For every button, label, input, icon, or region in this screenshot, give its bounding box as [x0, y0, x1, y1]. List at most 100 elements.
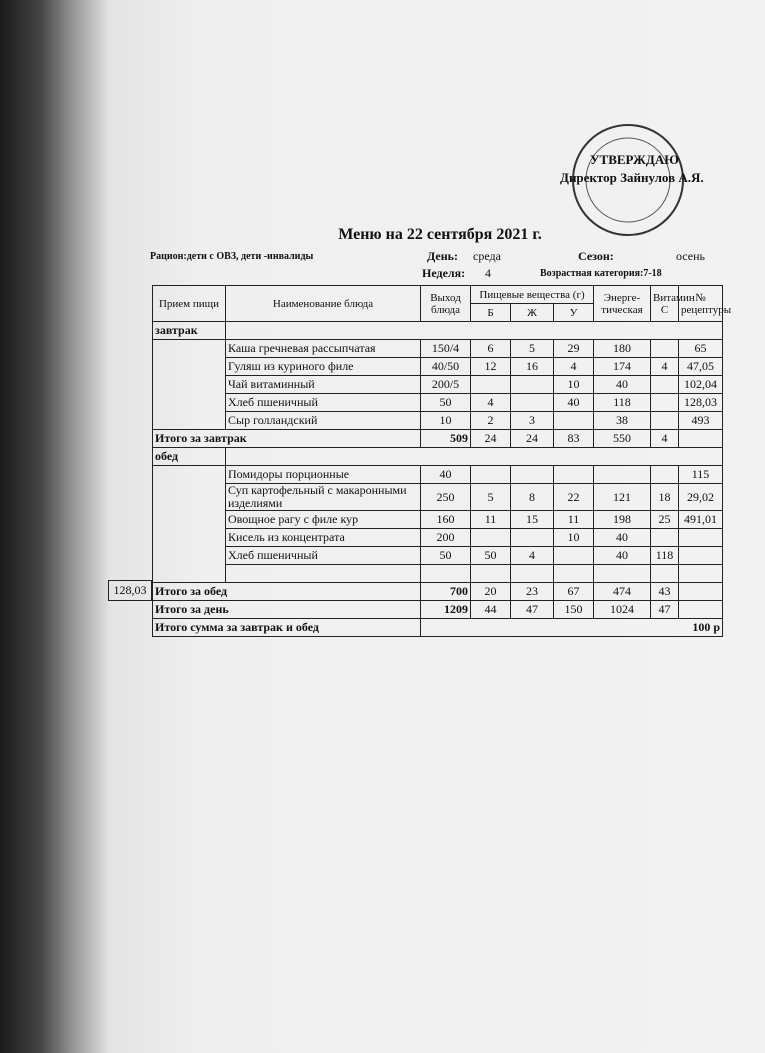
cell: Итого за обед [152, 582, 421, 601]
sum-row: Итого сумма за завтрак и обед 100 р [152, 618, 723, 637]
cell: 8 [510, 483, 554, 511]
dish-row: Гуляш из куриного филе 40/50 12 16 4 174 4 47,0… [153, 357, 723, 376]
empty-cell [678, 582, 723, 601]
cell: 11 [553, 510, 594, 529]
cell: 174 [593, 357, 651, 376]
empty-cell [225, 447, 723, 466]
empty-cell [420, 564, 471, 583]
cell: 40 [593, 375, 651, 394]
dish-row: Овощное рагу с филе кур 160 11 15 11 198 25 491… [153, 510, 723, 529]
cell: 29 [553, 339, 594, 358]
dish-row: Кисель из концентрата 200 10 40 [153, 528, 723, 547]
approval: УТВЕРЖДАЮ [590, 152, 679, 167]
cell: Пищевые вещества (г) [470, 285, 594, 304]
cell: 10 [553, 375, 594, 394]
cell: 160 [420, 510, 471, 529]
cell: Гуляш из куриного филе [225, 357, 421, 376]
empty-cell [510, 393, 554, 412]
empty-cell [553, 546, 594, 565]
cell: 118 [593, 393, 651, 412]
empty-cell [553, 564, 594, 583]
cell: Б [470, 303, 511, 322]
cell: 10 [553, 528, 594, 547]
cell: 198 [593, 510, 651, 529]
cell: 150 [553, 600, 594, 619]
cell: 102,04 [678, 375, 723, 394]
cell: 128,03 [678, 393, 723, 412]
cell: 22 [553, 483, 594, 511]
empty-cell [650, 393, 679, 412]
cell: 40 [593, 528, 651, 547]
cell: 2 [470, 411, 511, 430]
cell: 4 [510, 546, 554, 565]
section-row: завтрак [152, 321, 723, 340]
dish-row: Чай витаминный 200/5 10 40 102,04 [153, 375, 723, 394]
dish-row: Сыр голландский 10 2 3 38 493 [153, 411, 723, 430]
cell: 4 [650, 357, 679, 376]
empty-cell [650, 411, 679, 430]
cell: 4 [470, 393, 511, 412]
cell: 43 [650, 582, 679, 601]
cell: 24 [470, 429, 511, 448]
empty-cell [678, 600, 723, 619]
season: осень [676, 249, 705, 263]
cell: 44 [470, 600, 511, 619]
empty-cell [470, 465, 511, 484]
empty-cell [470, 528, 511, 547]
cell: Хлеб пшеничный [225, 546, 421, 565]
cell: 100 р [420, 618, 723, 637]
cell: 12 [470, 357, 511, 376]
dish-row: Хлеб пшеничный 50 50 4 40 118 [153, 546, 723, 565]
day: среда [473, 249, 501, 263]
cell: Итого сумма за завтрак и обед [152, 618, 421, 637]
age: Возрастная категория:7-18 [540, 268, 662, 279]
empty-cell [510, 375, 554, 394]
cell: 1024 [593, 600, 651, 619]
side-note: 128,03 [108, 580, 152, 601]
empty-cell [152, 339, 226, 430]
empty-cell [650, 339, 679, 358]
cell: 40/50 [420, 357, 471, 376]
empty-cell [510, 528, 554, 547]
cell: Энерге-тическая [593, 285, 651, 322]
cell: Ж [510, 303, 554, 322]
dish-row: Каша гречневая рассыпчатая 150/4 6 5 29 180 65 [152, 339, 723, 430]
empty-cell [650, 465, 679, 484]
cell: 15 [510, 510, 554, 529]
dish-row: Хлеб пшеничный 50 4 40 118 128,03 [153, 393, 723, 412]
empty-cell [650, 528, 679, 547]
cell: Выход блюда [420, 285, 471, 322]
total-row: Итого за обед 700 20 23 67 474 43 [152, 582, 723, 601]
empty-cell [470, 564, 511, 583]
cell: 10 [420, 411, 471, 430]
day-total-row: Итого за день 1209 44 47 150 1024 47 [152, 600, 723, 619]
cell: 700 [420, 582, 471, 601]
empty-cell [650, 564, 679, 583]
cell: 121 [593, 483, 651, 511]
cell: 38 [593, 411, 651, 430]
empty-cell [678, 528, 723, 547]
cell: завтрак [152, 321, 226, 340]
cell: 150/4 [420, 339, 471, 358]
cell: Кисель из концентрата [225, 528, 421, 547]
empty-cell [678, 546, 723, 565]
cell: Чай витаминный [225, 375, 421, 394]
cell: 20 [470, 582, 511, 601]
week-label: Неделя: [422, 266, 466, 280]
season-label: Сезон: [578, 249, 614, 263]
cell: 474 [593, 582, 651, 601]
cell: 83 [553, 429, 594, 448]
cell: 40 [593, 546, 651, 565]
ration: Рацион:дети с ОВЗ, дети -инвалиды [150, 251, 314, 262]
day-label: День: [427, 249, 458, 263]
cell: 40 [553, 393, 594, 412]
empty-cell [225, 321, 723, 340]
cell: Суп картофельный с макаронными изделиями [225, 483, 421, 511]
header-row: Прием пищи Наименование блюда Выход блюда П… [152, 285, 731, 322]
cell: 493 [678, 411, 723, 430]
cell: 5 [470, 483, 511, 511]
cell: 29,02 [678, 483, 723, 511]
empty-cell [593, 465, 651, 484]
cell: обед [152, 447, 226, 466]
